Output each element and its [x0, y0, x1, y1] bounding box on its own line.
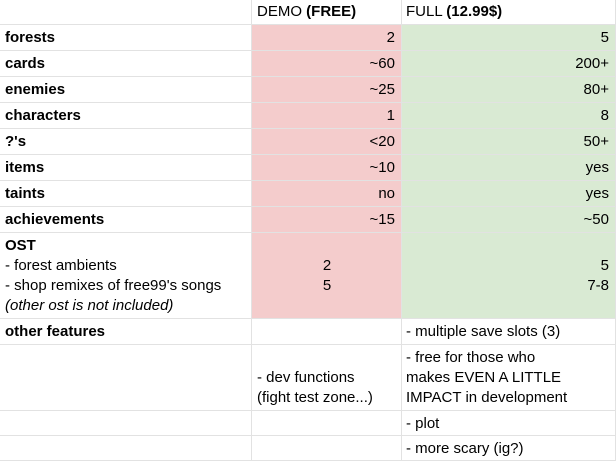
other-full-free-for-contributors: - free for those who makes EVEN A LITTLE… [402, 345, 616, 411]
other-full-more-scary: - more scary (ig?) [402, 436, 616, 461]
row-full-value: 80+ [402, 77, 616, 103]
row-demo-value: 1 [252, 103, 402, 129]
row-demo-value: <20 [252, 129, 402, 155]
row-full-value: yes [402, 181, 616, 207]
ost-demo-forest-value: 2 [322, 257, 332, 274]
row-demo-value: ~10 [252, 155, 402, 181]
other-features-label: other features [0, 319, 252, 345]
ost-full-shop-value: 7-8 [587, 277, 609, 294]
other-demo-dev-functions: - dev functions (fight test zone...) [252, 345, 402, 411]
row-demo-value: ~60 [252, 51, 402, 77]
row-label: cards [0, 51, 252, 77]
other-full-plot: - plot [402, 411, 616, 436]
header-blank-cell [0, 0, 252, 25]
ost-full-cell: 5 7-8 [402, 233, 616, 319]
header-demo-price: (FREE) [306, 3, 357, 20]
header-full: FULL (12.99$) [402, 0, 616, 25]
row-full-value: 50+ [402, 129, 616, 155]
other-demo-empty-cell [252, 319, 402, 345]
free-line-3: IMPACT in development [406, 389, 568, 406]
row-label: characters [0, 103, 252, 129]
row-full-value: yes [402, 155, 616, 181]
ost-demo-cell: 2 5 [252, 233, 402, 319]
other-demo-empty-cell [252, 411, 402, 436]
row-label: achievements [0, 207, 252, 233]
row-label: ?'s [0, 129, 252, 155]
row-full-value: 8 [402, 103, 616, 129]
row-full-value: 200+ [402, 51, 616, 77]
ost-label: OST [5, 237, 36, 254]
row-demo-value: ~15 [252, 207, 402, 233]
row-label: items [0, 155, 252, 181]
dev-functions-line: - dev functions [257, 369, 355, 386]
header-demo-text: DEMO [257, 3, 307, 20]
row-full-value: 5 [402, 25, 616, 51]
other-full-save-slots: - multiple save slots (3) [402, 319, 616, 345]
ost-label-cell: OST - forest ambients - shop remixes of … [0, 233, 252, 319]
free-line-2: makes EVEN A LITTLE [406, 369, 562, 386]
ost-note: (other ost is not included) [5, 297, 174, 314]
header-full-text: FULL [406, 3, 447, 20]
row-full-value: ~50 [402, 207, 616, 233]
row-demo-value: 2 [252, 25, 402, 51]
row-demo-value: ~25 [252, 77, 402, 103]
header-full-price: (12.99$) [446, 3, 503, 20]
header-demo: DEMO (FREE) [252, 0, 402, 25]
ost-demo-shop-value: 5 [322, 277, 332, 294]
other-label-empty-cell [0, 436, 252, 461]
ost-full-forest-value: 5 [600, 257, 609, 274]
row-demo-value: no [252, 181, 402, 207]
row-label: forests [0, 25, 252, 51]
other-label-empty-cell [0, 411, 252, 436]
free-line-1: - free for those who [406, 349, 536, 366]
ost-line-shop-remixes: - shop remixes of free99's songs [5, 277, 222, 294]
other-demo-empty-cell [252, 436, 402, 461]
row-label: enemies [0, 77, 252, 103]
ost-line-forest-ambients: - forest ambients [5, 257, 117, 274]
other-label-empty-cell [0, 345, 252, 411]
row-label: taints [0, 181, 252, 207]
fight-test-zone-line: (fight test zone...) [257, 389, 373, 406]
